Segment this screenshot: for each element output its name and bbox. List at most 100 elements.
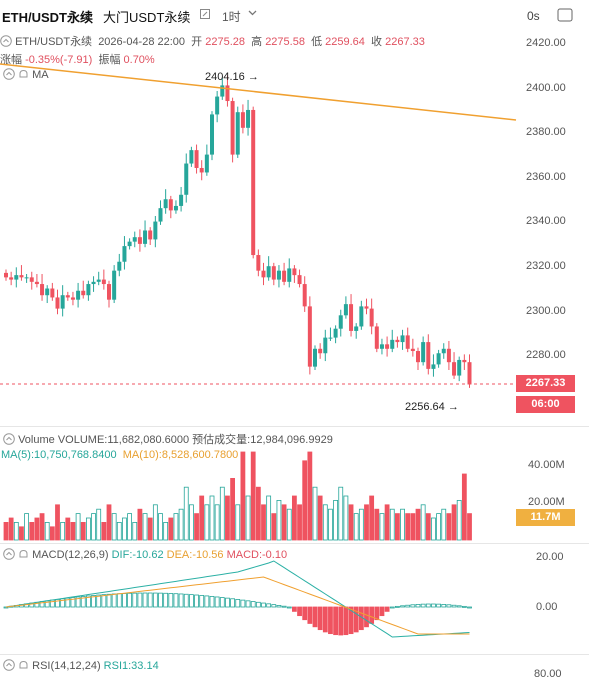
volume-bar: [178, 508, 184, 541]
volume-bar: [245, 495, 251, 541]
macd-header: MACD(12,26,9) DIF:-10.62 DEA:-10.56 MACD…: [3, 548, 287, 561]
price-axis-label: 2420.00: [526, 37, 566, 49]
volume-bar: [410, 513, 416, 541]
volume-label: Volume: [18, 434, 55, 446]
macd-bar: [369, 606, 375, 624]
volume-bar: [394, 513, 400, 541]
ma-label: MA: [32, 69, 49, 81]
candle-body: [127, 241, 132, 247]
volume-divider: [0, 426, 589, 427]
macd-dea-line: [5, 576, 470, 635]
edit-icon[interactable]: [200, 9, 210, 19]
rsi-divider: [0, 654, 589, 655]
candle-body: [4, 272, 8, 278]
price-axis-label: 2380.00: [526, 126, 566, 139]
macd-bar: [122, 593, 127, 608]
candle-body: [137, 237, 142, 244]
macd-bar: [338, 606, 344, 636]
macd-bar: [245, 600, 251, 608]
macd-bar: [446, 604, 452, 608]
candle-body: [292, 268, 297, 276]
rsi-value: RSI1:33.14: [103, 660, 159, 672]
volume-bar: [364, 504, 369, 541]
candle-body: [302, 284, 307, 307]
volume-bar: [86, 517, 91, 541]
macd-bar: [302, 606, 308, 621]
candle-body: [261, 270, 266, 278]
macd-bar: [183, 593, 189, 608]
chevron-up-icon[interactable]: [3, 548, 15, 560]
candle-body: [148, 230, 153, 240]
chevron-up-icon[interactable]: [3, 68, 15, 80]
volume-bar: [384, 504, 390, 541]
macd-bar: [394, 605, 400, 608]
candle-body: [86, 284, 91, 296]
macd-bar: [425, 603, 431, 608]
macd-bar: [199, 595, 205, 608]
volume-bar: [168, 517, 174, 541]
candle-body: [395, 339, 400, 343]
volume-bar: [49, 526, 55, 541]
low-mark-text: 2256.64: [405, 401, 445, 413]
last-price-tag: 2267.33: [516, 375, 575, 392]
macd-bar: [333, 606, 339, 636]
volume-bar: [230, 477, 236, 541]
macd-bar: [456, 605, 462, 608]
candle-body: [40, 284, 45, 296]
bell-icon[interactable]: [18, 549, 29, 560]
volume-bar: [441, 508, 447, 541]
bell-icon[interactable]: [18, 69, 29, 80]
screenshot-icon[interactable]: [557, 8, 573, 22]
candle-body: [230, 101, 235, 155]
chevron-up-icon[interactable]: [3, 433, 15, 445]
close-label: 收: [371, 36, 383, 48]
candle-body: [385, 344, 390, 349]
macd-divider: [0, 543, 589, 544]
candle-body: [81, 290, 86, 296]
volume-bar: [369, 495, 375, 541]
open-value: 2275.28: [205, 36, 245, 48]
volume-bar: [219, 486, 225, 541]
volume-bar: [152, 504, 158, 541]
bell-icon[interactable]: [18, 660, 29, 671]
macd-bar: [266, 603, 272, 608]
macd-bar: [384, 606, 390, 612]
pair-title[interactable]: ETH/USDT永续: [2, 10, 94, 25]
volume-bar: [158, 513, 163, 541]
volume-bar: [286, 508, 292, 541]
macd-bar: [312, 606, 318, 628]
chevron-up-icon[interactable]: [3, 659, 15, 671]
candle-body: [184, 163, 189, 195]
macd-bar: [410, 604, 416, 608]
volume-bar: [405, 513, 411, 541]
chevron-up-icon[interactable]: [0, 35, 12, 47]
volume-ma10: MA(10):8,528,600.7800: [122, 449, 239, 461]
candle-body: [328, 337, 333, 339]
volume-bar: [235, 504, 241, 541]
macd-bar: [461, 605, 467, 608]
countdown-tag: 06:00: [516, 396, 575, 413]
candle-body: [271, 266, 276, 280]
candle-body: [143, 230, 148, 244]
price-axis-label: 2300.00: [526, 304, 566, 317]
candle-body: [34, 281, 39, 285]
volume-bar: [451, 504, 457, 541]
ohlc-row: ETH/USDT永续 2026-04-28 22:00 开 2275.28 高 …: [0, 33, 425, 49]
candle-body: [189, 150, 194, 164]
volume-bar: [173, 513, 179, 541]
close-value: 2267.33: [385, 36, 425, 48]
macd-bar: [152, 592, 158, 608]
candle-body: [251, 109, 256, 256]
macd-bar: [91, 595, 96, 608]
volume-bar: [111, 513, 117, 541]
volume-bar: [183, 486, 189, 541]
interval-selector[interactable]: 1时: [222, 10, 241, 24]
volume-bar: [122, 517, 127, 541]
volume-bar: [358, 508, 364, 541]
chevron-down-icon[interactable]: [248, 10, 257, 16]
volume-estimate: 预估成交量:12,984,096.9929: [192, 434, 333, 446]
macd-bar: [209, 596, 215, 608]
volume-bar: [333, 499, 339, 541]
candle-body: [76, 290, 81, 300]
